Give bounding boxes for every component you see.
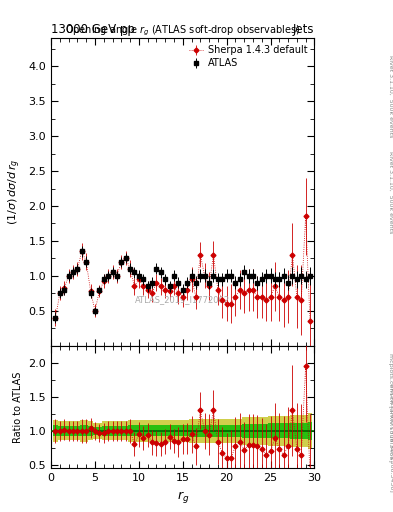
Text: ATLAS_2019_I1772062: ATLAS_2019_I1772062 [135, 295, 230, 304]
Text: Rivet 3.1.10,  500k events: Rivet 3.1.10, 500k events [389, 55, 393, 137]
Text: mcplots.cern.ch [arXiv:1306.3436]: mcplots.cern.ch [arXiv:1306.3436] [388, 353, 393, 461]
Title: Opening angle $r_g$ (ATLAS soft-drop observables): Opening angle $r_g$ (ATLAS soft-drop obs… [65, 24, 300, 38]
Text: Jets: Jets [293, 23, 314, 36]
Text: 13000 GeV pp: 13000 GeV pp [51, 23, 135, 36]
Legend: Sherpa 1.4.3 default, ATLAS: Sherpa 1.4.3 default, ATLAS [185, 41, 312, 72]
X-axis label: $r_g$: $r_g$ [176, 489, 189, 505]
Text: mcplots.cern.ch [arXiv:1306.3436]: mcplots.cern.ch [arXiv:1306.3436] [389, 383, 393, 492]
Text: Rivet 3.1.10,  500k events: Rivet 3.1.10, 500k events [388, 151, 393, 233]
Y-axis label: Ratio to ATLAS: Ratio to ATLAS [13, 371, 23, 443]
Y-axis label: $(1/\sigma)\,d\sigma/d\,r_g$: $(1/\sigma)\,d\sigma/d\,r_g$ [7, 159, 23, 225]
